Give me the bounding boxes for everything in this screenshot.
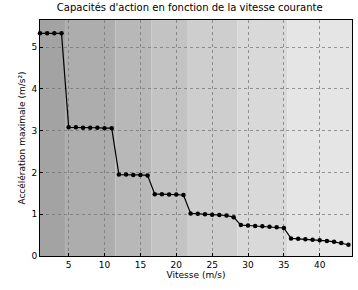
svg-text:5: 5 (31, 42, 37, 52)
svg-text:10: 10 (99, 260, 111, 270)
svg-text:1: 1 (31, 209, 37, 219)
svg-text:2: 2 (31, 168, 37, 178)
svg-text:35: 35 (278, 260, 289, 270)
svg-text:0: 0 (31, 251, 37, 261)
svg-text:4: 4 (31, 84, 37, 94)
svg-text:Vitesse (m/s): Vitesse (m/s) (167, 270, 226, 280)
svg-text:5: 5 (66, 260, 72, 270)
svg-text:3: 3 (31, 126, 37, 136)
svg-text:20: 20 (171, 260, 183, 270)
svg-text:25: 25 (206, 260, 217, 270)
svg-text:40: 40 (314, 260, 326, 270)
svg-text:30: 30 (242, 260, 254, 270)
svg-text:Capacités d'action en fonction: Capacités d'action en fonction de la vit… (57, 2, 323, 13)
svg-text:Accélération maximale (m/s²): Accélération maximale (m/s²) (17, 71, 27, 204)
svg-text:15: 15 (135, 260, 146, 270)
